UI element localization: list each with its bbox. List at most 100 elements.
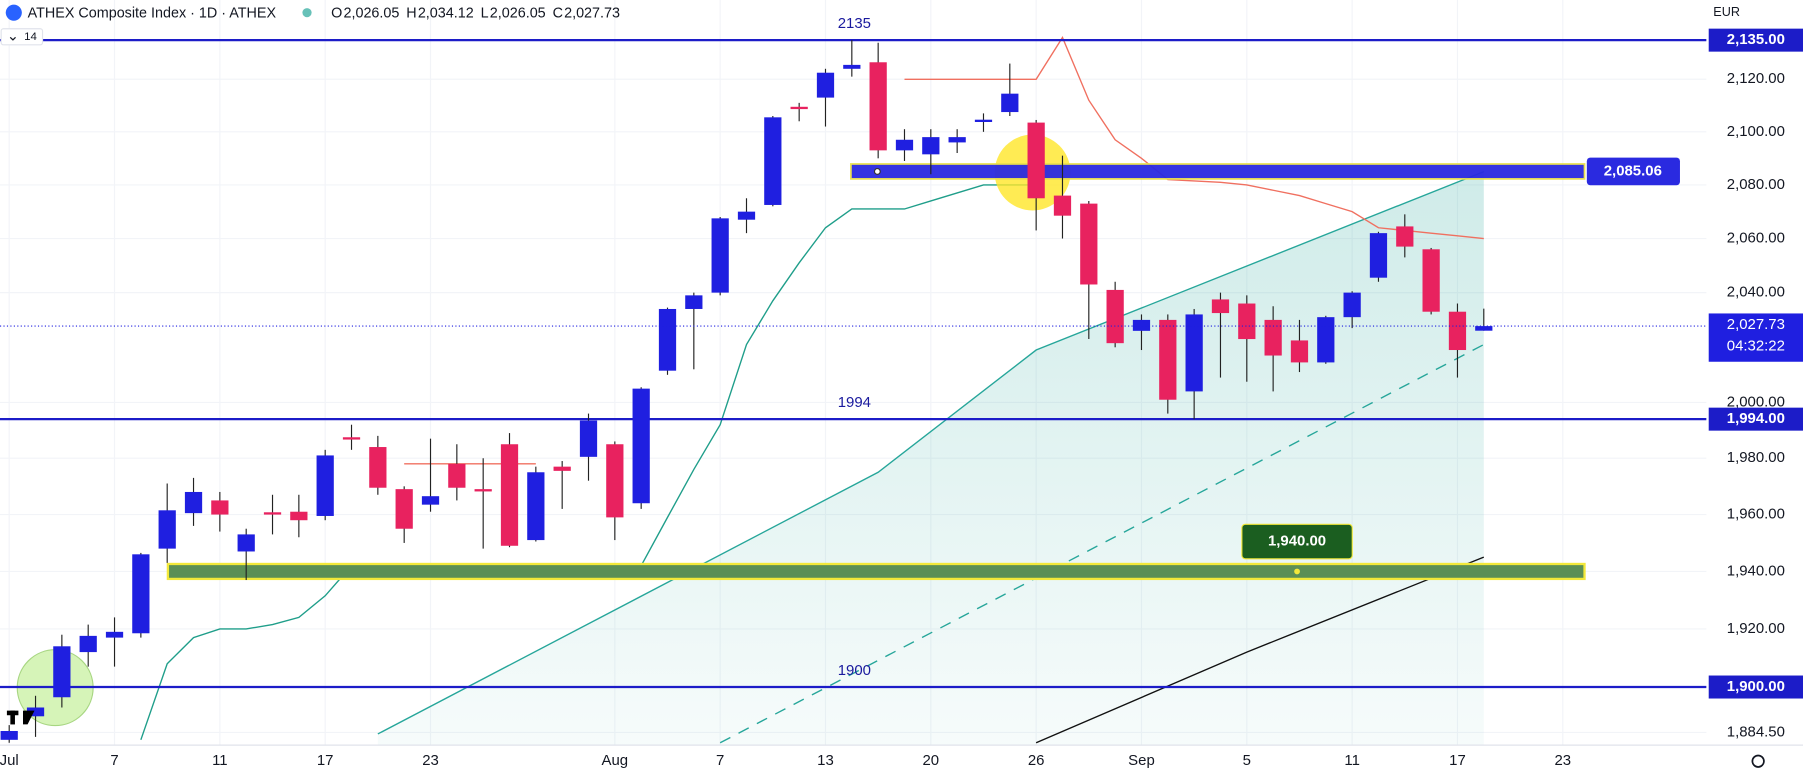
level-axis-label: 1,994.00 (1727, 410, 1785, 427)
trend-line (377, 170, 1485, 735)
axes: 2,120.00 2,100.00 2,080.00 2,060.00 2,040.00… (0, 28, 1803, 769)
settings-icon[interactable] (1751, 754, 1765, 768)
last-price-box (1708, 313, 1803, 362)
indicator-value: 14 (24, 31, 37, 43)
candle-body (132, 554, 150, 634)
candle-body (816, 72, 835, 98)
candle-body (500, 444, 519, 546)
price-axis (1706, 0, 1803, 777)
zone-handle[interactable] (1294, 568, 1300, 575)
candle-body (1396, 226, 1414, 247)
x-tick-label: Sep (1128, 752, 1155, 769)
candle-body (553, 466, 571, 471)
ohlc-key: H (406, 6, 416, 22)
candle-body (448, 463, 466, 488)
y-tick-label: 1,884.50 (1727, 723, 1785, 740)
zone-label: 1,940.00 (1268, 533, 1326, 550)
candle-body (1290, 340, 1309, 363)
countdown: 04:32:22 (1727, 338, 1785, 355)
x-tick-label: 20 (923, 752, 940, 769)
x-tick-label: Jul (0, 752, 19, 769)
level-axis-label: 2,135.00 (1727, 31, 1785, 48)
x-tick-label: 17 (1449, 752, 1466, 769)
zone-label-box (1586, 157, 1680, 186)
y-tick-label: 1,940.00 (1727, 562, 1785, 579)
candle-body (1106, 289, 1124, 344)
zone-label-box (1241, 523, 1353, 560)
symbol-title[interactable]: ATHEX Composite Index · 1D · ATHEX (28, 6, 277, 22)
y-tick-label: 2,000.00 (1727, 393, 1785, 410)
candle-body (606, 444, 624, 518)
candle-body (1422, 249, 1440, 312)
candle-body (869, 62, 887, 151)
market-status (302, 8, 312, 18)
candle-body (948, 137, 966, 143)
candle-body (184, 491, 203, 514)
candle-body (79, 635, 97, 653)
x-tick-label: 11 (1344, 752, 1360, 769)
trend-area (377, 171, 1484, 746)
ohlc-key: O (331, 6, 342, 22)
candle-body (26, 707, 45, 717)
level-label: 2135 (838, 15, 871, 32)
x-tick-label: 23 (422, 752, 439, 769)
x-tick-label: 7 (716, 752, 724, 769)
zone-band (850, 163, 1586, 180)
y-tick-label: 2,120.00 (1727, 70, 1785, 87)
x-tick-label: 11 (212, 752, 228, 769)
y-tick-label: 1,980.00 (1727, 449, 1785, 466)
x-tick-label: 17 (317, 752, 334, 769)
zone-label: 2,085.06 (1604, 162, 1662, 179)
x-tick-label: Aug (602, 752, 629, 769)
candle-body (711, 218, 729, 293)
candle-body (421, 496, 440, 505)
candle-body (1080, 203, 1098, 285)
candle-body (1027, 122, 1045, 199)
y-tick-label: 2,040.00 (1727, 284, 1785, 301)
y-tick-label: 1,960.00 (1727, 506, 1785, 523)
candle-body (369, 447, 387, 488)
candle-body (1001, 93, 1019, 113)
candle-body (237, 534, 255, 552)
zone-handle[interactable] (873, 167, 881, 175)
ohlc-key: L (481, 6, 489, 22)
candle-body (105, 631, 124, 638)
ohlc-value: 2,034.12 (418, 6, 474, 22)
candle-body (764, 117, 782, 205)
candle-body (263, 512, 282, 515)
level-axis-label: 1,900.00 (1727, 678, 1785, 695)
candle-body (1317, 317, 1335, 363)
candle-body (158, 510, 176, 549)
candle-body (1185, 314, 1203, 392)
indicator-caret: ⌄ (7, 29, 19, 45)
indicator-toggle[interactable] (0, 28, 44, 46)
candle-body (1448, 311, 1467, 351)
x-tick-label: 7 (110, 752, 118, 769)
ohlc-values: O 2,026.05 H 2,034.12 L 2,026.05 C 2,027.73 (331, 6, 620, 22)
candle-body (0, 730, 18, 740)
candle-body (579, 420, 598, 457)
trend-line (1035, 556, 1485, 744)
level-label: 1994 (838, 394, 871, 411)
candle-body (922, 137, 940, 155)
candle-body (974, 119, 993, 122)
candle-body (1132, 319, 1151, 331)
candle-body (1264, 319, 1282, 356)
level-axis-box (1708, 675, 1803, 699)
y-tick-label: 2,060.00 (1727, 229, 1785, 246)
plot-area: 2,085.06 1,940.00 2135 1994 1900 (0, 0, 1707, 746)
tv-logo-v (22, 710, 35, 725)
level-axis-box (1708, 407, 1803, 431)
candle-body (1475, 326, 1493, 331)
symbol-logo (5, 4, 22, 21)
x-tick-label: 26 (1028, 752, 1045, 769)
ohlc-value: 2,027.73 (564, 6, 620, 22)
currency[interactable]: EUR (1713, 5, 1740, 19)
candle-body (1159, 319, 1177, 400)
ohlc-value: 2,026.05 (490, 6, 546, 22)
x-tick-label: 23 (1554, 752, 1571, 769)
ohlc-value: 2,026.05 (343, 6, 399, 22)
header: ATHEX Composite Index · 1D · ATHEX O 2,02… (0, 4, 1765, 768)
